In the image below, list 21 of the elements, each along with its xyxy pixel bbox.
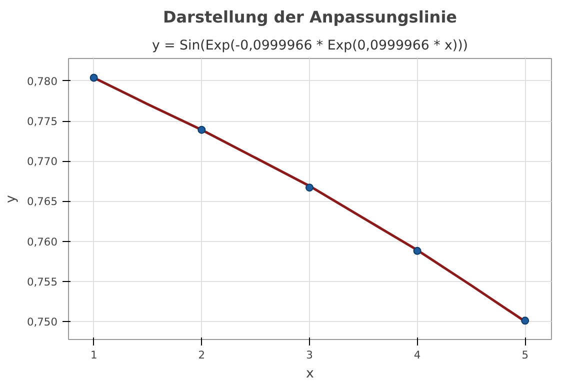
x-tick-label: 1: [90, 348, 98, 362]
y-tick-label: 0,775: [26, 115, 58, 128]
chart-title: Darstellung der Anpassungslinie: [162, 8, 458, 26]
y-tick-label: 0,770: [26, 155, 58, 168]
x-axis-title: x: [306, 366, 314, 382]
point: [413, 246, 422, 255]
x-tick-label: 2: [198, 348, 206, 362]
y-tick-label: 0,765: [26, 195, 58, 208]
x-tick-label: 3: [306, 348, 313, 362]
point: [198, 126, 206, 134]
y-tick-label: 0,755: [26, 275, 58, 288]
y-tick-label: 0,760: [26, 235, 58, 248]
y-tick-label: 0,750: [26, 315, 58, 328]
point: [305, 184, 314, 192]
point: [90, 74, 98, 82]
x-tick-label: 4: [414, 348, 421, 362]
y-axis-title: y: [4, 194, 19, 203]
y-tick-label: 0,780: [26, 74, 58, 88]
chart-subtitle: y = Sin(Exp(-0,0999966 * Exp(0,0999966 * x))): [152, 38, 468, 54]
point: [521, 316, 530, 325]
x-tick-label: 5: [522, 348, 528, 362]
